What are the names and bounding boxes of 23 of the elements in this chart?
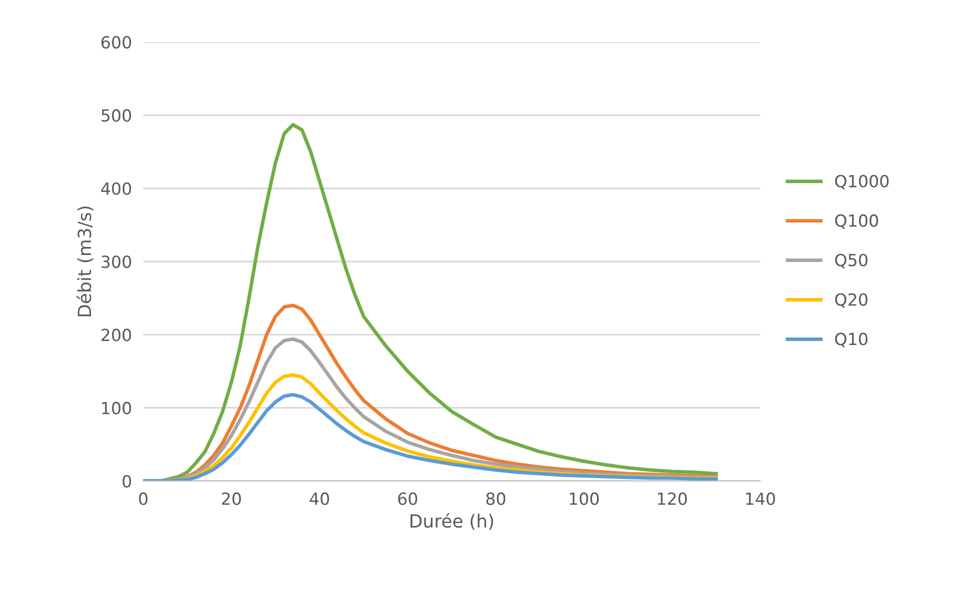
x-axis-title: Durée (h) (410, 513, 494, 530)
x-tick-label: 140 (746, 492, 775, 506)
x-tick-label: 120 (658, 492, 687, 506)
y-tick-label: 400 (101, 182, 132, 195)
x-tick-label: 80 (486, 492, 506, 506)
y-tick-label: 100 (102, 402, 132, 414)
legend-label: Q1000 (835, 174, 889, 190)
y-axis-title: Débit (m3/s) (76, 206, 94, 316)
line-series (143, 392, 718, 481)
y-tick-label: 600 (101, 36, 132, 49)
x-tick-label: 20 (222, 492, 241, 506)
x-tick-label: 0 (139, 492, 148, 506)
y-tick-label: 300 (102, 255, 132, 268)
legend-label: Q20 (835, 293, 868, 308)
x-tick-label: 40 (310, 492, 330, 506)
x-tick-label: 100 (570, 492, 599, 506)
y-tick-label: 200 (102, 328, 132, 342)
x-tick-label: 60 (398, 492, 418, 506)
legend-label: Q50 (835, 254, 868, 268)
legend-label: Q100 (835, 214, 878, 229)
legend-label: Q10 (835, 332, 868, 348)
y-tick-label: 0 (122, 474, 132, 488)
y-tick-label: 500 (102, 109, 132, 122)
